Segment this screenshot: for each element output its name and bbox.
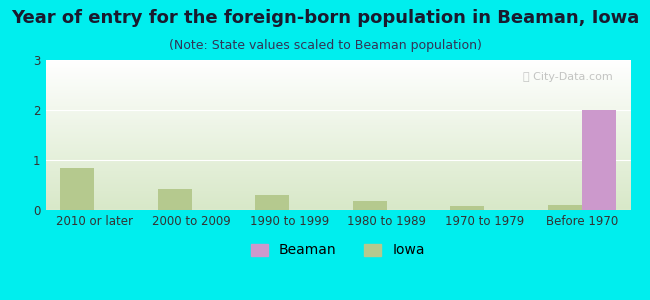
Bar — [353, 201, 387, 210]
Text: Year of entry for the foreign-born population in Beaman, Iowa: Year of entry for the foreign-born popul… — [11, 9, 639, 27]
Bar — [60, 167, 94, 210]
Text: (Note: State values scaled to Beaman population): (Note: State values scaled to Beaman pop… — [168, 39, 482, 52]
Bar — [582, 110, 616, 210]
Bar — [450, 206, 484, 210]
Text: Ⓢ City-Data.com: Ⓢ City-Data.com — [523, 72, 613, 82]
Bar — [547, 205, 582, 210]
Bar — [157, 189, 192, 210]
Bar — [255, 195, 289, 210]
Legend: Beaman, Iowa: Beaman, Iowa — [246, 238, 430, 263]
